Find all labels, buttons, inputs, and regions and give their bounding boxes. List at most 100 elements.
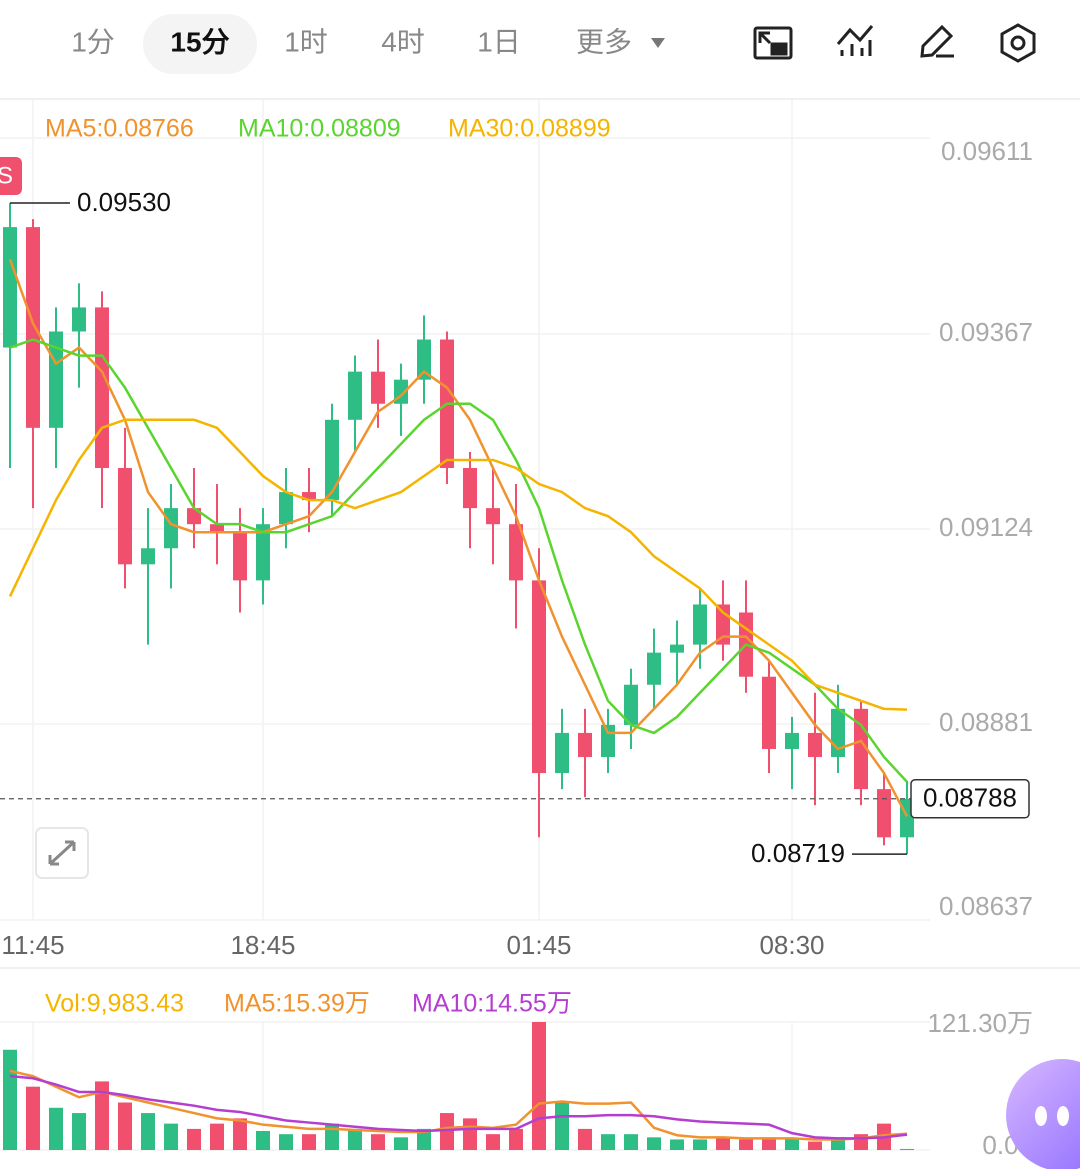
candle-body	[164, 508, 178, 549]
candle-body	[210, 524, 224, 533]
y-tick-label: 0.09367	[939, 317, 1033, 347]
candle-body	[762, 676, 776, 749]
candle-body	[785, 732, 799, 749]
candle-body	[187, 508, 201, 525]
volume-bar	[187, 1128, 201, 1150]
volume-bar	[601, 1134, 615, 1150]
candle-body	[417, 339, 431, 380]
x-tick-label: 11:45	[1, 930, 64, 960]
ma-line	[8, 418, 908, 711]
toolbar: 1分 15分 1时 4时 1日 更多	[0, 14, 1080, 100]
settings-icon[interactable]	[1000, 23, 1036, 63]
ma-line	[9, 1074, 908, 1140]
volume-bar	[256, 1131, 270, 1150]
dropdown-caret[interactable]	[651, 38, 665, 48]
volume-bar	[578, 1128, 592, 1150]
candle-body	[532, 580, 546, 774]
y-tick-label: 0.08637	[939, 891, 1033, 921]
volume-bar	[555, 1102, 569, 1150]
volume-bar	[118, 1102, 132, 1150]
candle-body	[325, 419, 339, 501]
draw-icon[interactable]	[920, 24, 954, 58]
annotation-label: 0.08719	[751, 838, 845, 868]
current-price-label: 0.08788	[923, 783, 1017, 813]
volume-bar	[325, 1123, 339, 1150]
candle-body	[670, 644, 684, 653]
volume-bar	[210, 1123, 224, 1150]
volume-bar	[417, 1128, 431, 1150]
volume-bar	[371, 1134, 385, 1150]
candle-body	[463, 467, 477, 509]
y-tick-label: 0.09124	[939, 512, 1033, 542]
candle-body	[118, 467, 132, 565]
interval-tab[interactable]: 1日	[477, 26, 521, 57]
volume-bar	[739, 1139, 753, 1150]
volume-bar	[693, 1139, 707, 1150]
legend-entry: MA5:0.08766	[45, 115, 194, 143]
volume-bar	[49, 1107, 63, 1150]
volume-bar	[808, 1141, 822, 1150]
volume-legend: Vol:9,983.43	[45, 990, 184, 1018]
legend-entry: MA5:15.39万	[224, 990, 370, 1018]
volume-bar	[233, 1118, 247, 1150]
candle-body	[601, 724, 615, 758]
annotation-label: 0.09530	[77, 187, 171, 217]
volume-bar	[900, 1148, 914, 1150]
volume-bar	[716, 1137, 730, 1150]
expand-button[interactable]	[35, 827, 89, 879]
candle-body	[141, 548, 155, 565]
candle-body	[555, 732, 569, 774]
interval-tab[interactable]: 15分	[170, 26, 229, 57]
candle-body	[26, 227, 40, 428]
y-tick-label: 0.08881	[939, 707, 1033, 737]
candle-body	[256, 524, 270, 581]
volume-bar	[785, 1139, 799, 1150]
interval-tab[interactable]: 更多	[576, 26, 632, 57]
volume-bar	[95, 1081, 109, 1150]
candle-body	[509, 524, 523, 581]
volume-bar	[394, 1137, 408, 1150]
volume-bar	[670, 1139, 684, 1150]
volume-bar	[463, 1118, 477, 1150]
sell-marker: S	[0, 162, 13, 189]
candle-body	[624, 684, 638, 725]
x-tick-label: 08:30	[759, 930, 824, 960]
candle-body	[72, 307, 86, 332]
fullscreen-icon[interactable]	[753, 26, 793, 60]
plot-layer: 0.08637 0.08881 0.09124 0.09367 0.09611 11:45…	[0, 115, 1033, 1160]
volume-bar	[509, 1128, 523, 1150]
assistant-bubble[interactable]	[1006, 1059, 1080, 1169]
tab-highlight	[143, 14, 257, 74]
volume-bar	[3, 1049, 17, 1150]
legend-entry: MA30:0.08899	[448, 115, 611, 143]
candle-body	[348, 371, 362, 420]
volume-bar	[532, 1022, 546, 1150]
x-tick-label: 18:45	[230, 930, 295, 960]
sell-marker-bg	[0, 157, 22, 195]
legend-entry: MA10:14.55万	[412, 990, 572, 1018]
volume-bar	[624, 1134, 638, 1150]
volume-bar	[647, 1137, 661, 1150]
y-tick-label: 0.09611	[941, 136, 1033, 166]
candle-body	[578, 732, 592, 758]
candle-body	[808, 732, 822, 758]
volume-bar	[164, 1123, 178, 1150]
interval-tab[interactable]: 1时	[284, 26, 328, 57]
volume-bar	[302, 1134, 316, 1150]
candle-body	[371, 371, 385, 404]
interval-tab[interactable]: 1分	[71, 26, 115, 57]
volume-bar	[279, 1134, 293, 1150]
candle-body	[279, 492, 293, 525]
indicator-icon[interactable]	[836, 25, 874, 56]
candle-body	[233, 532, 247, 581]
x-tick-label: 01:45	[506, 930, 571, 960]
candle-body	[95, 307, 109, 468]
volume-bar	[26, 1086, 40, 1150]
candle-body	[486, 508, 500, 525]
ma-line	[9, 1069, 908, 1141]
interval-tab[interactable]: 4时	[381, 26, 425, 57]
ma-line	[9, 338, 908, 783]
